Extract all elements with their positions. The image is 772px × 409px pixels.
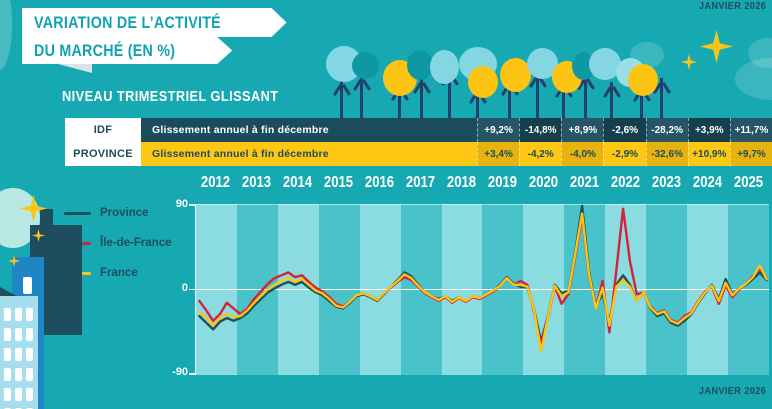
tree-crown-icon [407, 50, 433, 80]
row-label-province: PROVINCE [73, 148, 133, 160]
year-label: 2013 [241, 174, 272, 191]
year-label: 2020 [528, 174, 559, 191]
y-tick-neg90: -90 [172, 366, 188, 378]
table-cell: +11,7% [729, 118, 772, 142]
table-cell: +8,9% [561, 118, 604, 142]
row-province-description: Glissement annuel à fin décembre [152, 148, 329, 160]
line-chart [189, 204, 769, 375]
table-cell: -2,9% [603, 142, 645, 166]
title-ribbon-line2: DU MARCHÉ (EN %) [22, 37, 232, 64]
table-cell: -2,6% [603, 118, 646, 142]
axis-tick [189, 373, 196, 375]
ribbon-fold [58, 64, 92, 73]
tree-crown-icon [468, 66, 498, 98]
tree-trunk-icon [360, 75, 363, 118]
tree-trunk-icon [420, 78, 423, 118]
tree-crown-icon [628, 64, 658, 96]
page-title-line1: VARIATION DE L’ACTIVITÉ [34, 12, 221, 32]
table-cell: -14,8% [519, 118, 562, 142]
year-label: 2014 [282, 174, 313, 191]
year-label: 2021 [569, 174, 600, 191]
tree-trunk-icon [536, 72, 539, 118]
year-label: 2019 [487, 174, 518, 191]
year-label: 2025 [733, 174, 764, 191]
year-label: 2024 [692, 174, 723, 191]
tree-trunk-icon [660, 78, 663, 118]
table-label-column: IDF PROVINCE [65, 118, 141, 166]
window-icon [23, 277, 32, 294]
y-tick-90: 90 [175, 198, 188, 210]
year-label: 2016 [364, 174, 395, 191]
tree-trunk-icon [448, 70, 451, 118]
section-subtitle: NIVEAU TRIMESTRIEL GLISSANT [62, 89, 279, 105]
tree-trunk-icon [508, 80, 511, 118]
table-cell: +9,2% [477, 118, 520, 142]
row-idf-description: Glissement annuel à fin décembre [152, 124, 329, 136]
table-cell: -4,0% [561, 142, 604, 166]
province-values-row: +3,4% -4,2% -4,0% -2,9% -32,6% +10,9% +9… [477, 142, 772, 166]
city-decoration [0, 185, 130, 409]
legend-label: Île-de-France [100, 237, 172, 249]
table-cell: +9,7% [729, 142, 772, 166]
table-cell: +3,4% [477, 142, 520, 166]
x-axis-years: 2012 2013 2014 2015 2016 2017 2018 2019 … [195, 170, 769, 196]
table-cell: -32,6% [645, 142, 688, 166]
idf-values-row: +9,2% -14,8% +8,9% -2,6% -28,2% +3,9% +1… [477, 118, 772, 142]
legend-label: France [100, 267, 138, 279]
table-cell: +10,9% [687, 142, 730, 166]
tree-trunk-icon [476, 88, 479, 118]
row-label-idf: IDF [93, 124, 113, 136]
tree-trunk-icon [584, 74, 587, 118]
window-grid-icon [4, 308, 33, 409]
legend-label: Province [100, 207, 149, 219]
page-title-line2: DU MARCHÉ (EN %) [34, 40, 176, 60]
trees-decoration [0, 0, 772, 120]
table-cell: -28,2% [645, 118, 688, 142]
tree-trunk-icon [340, 80, 343, 118]
tree-trunk-icon [610, 82, 613, 118]
table-cell: +3,9% [687, 118, 730, 142]
axis-tick [189, 204, 196, 206]
tree-trunk-icon [562, 82, 565, 118]
year-label: 2022 [610, 174, 641, 191]
tree-trunk-icon [398, 85, 401, 118]
tree-crown-icon [500, 58, 531, 92]
tree-crown-icon [430, 50, 459, 84]
axis-tick [189, 288, 196, 290]
tree-trunk-icon [640, 86, 643, 118]
chart-series-svg [198, 204, 768, 353]
table-row-province: Glissement annuel à fin décembre [141, 142, 772, 166]
tree-crown-icon [352, 52, 379, 79]
summary-table: Glissement annuel à fin décembre Glissem… [0, 118, 772, 166]
tree-crown-icon [589, 48, 621, 80]
y-tick-0: 0 [181, 282, 188, 294]
france-line [198, 212, 768, 353]
year-label: 2023 [651, 174, 682, 191]
year-label: 2015 [323, 174, 354, 191]
legend-item-province: Province [64, 207, 172, 219]
date-top: JANVIER 2026 [698, 1, 766, 12]
gridline-top [196, 204, 769, 205]
cloud-blob [0, 0, 12, 70]
title-ribbon-line1: VARIATION DE L’ACTIVITÉ [22, 8, 287, 37]
gridline-zero [196, 288, 769, 291]
year-label: 2017 [405, 174, 436, 191]
year-label: 2012 [200, 174, 231, 191]
province-line-swatch-icon [64, 211, 91, 215]
year-label: 2018 [446, 174, 477, 191]
table-cell: -4,2% [519, 142, 561, 166]
table-row-idf: Glissement annuel à fin décembre [141, 118, 772, 142]
date-bottom: JANVIER 2026 [698, 386, 766, 397]
